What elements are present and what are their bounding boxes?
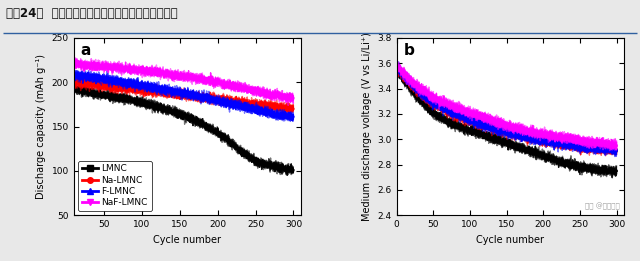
Y-axis label: Discharge capacity (mAh g⁻¹): Discharge capacity (mAh g⁻¹) <box>36 54 46 199</box>
X-axis label: Cycle number: Cycle number <box>154 235 221 245</box>
Text: 头条 @未来智库: 头条 @未来智库 <box>585 203 620 210</box>
Legend: LMNC, Na-LMNC, F-LMNC, NaF-LMNC: LMNC, Na-LMNC, F-LMNC, NaF-LMNC <box>78 161 152 211</box>
Text: a: a <box>81 43 91 58</box>
Text: 图表24：  钠、氟共掺杂的富锂锰基正极的循环性能: 图表24： 钠、氟共掺杂的富锂锰基正极的循环性能 <box>6 7 178 20</box>
Text: b: b <box>403 43 414 58</box>
X-axis label: Cycle number: Cycle number <box>476 235 544 245</box>
Y-axis label: Medium discharge voltage (V vs Li/Li⁺): Medium discharge voltage (V vs Li/Li⁺) <box>362 32 372 221</box>
